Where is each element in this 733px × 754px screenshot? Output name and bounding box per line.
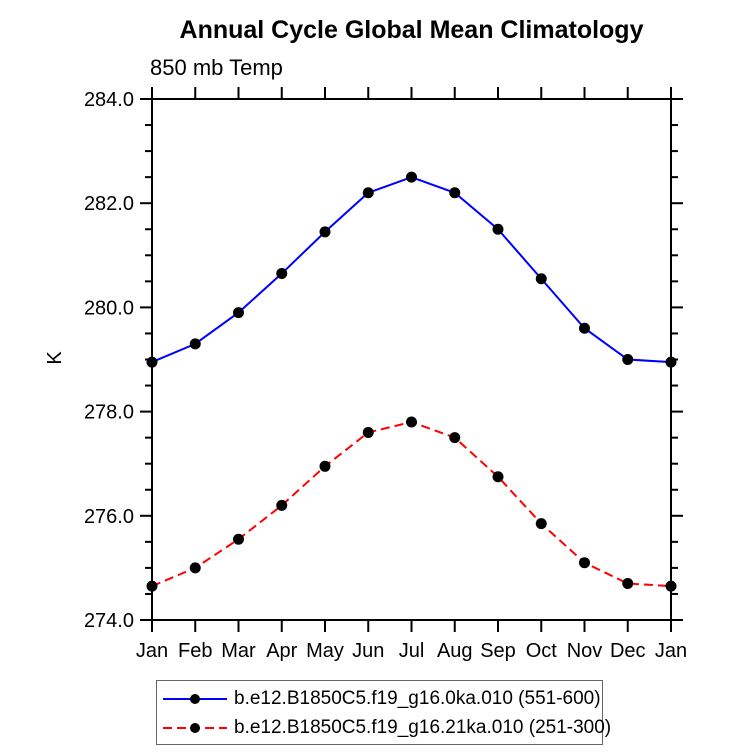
x-tick-label: Jan (655, 640, 687, 662)
legend-marker-dot (190, 722, 200, 733)
x-tick-label: Jun (352, 640, 384, 662)
data-point-marker (535, 273, 547, 285)
data-point-marker (579, 557, 590, 569)
y-tick-label: 280.0 (84, 297, 134, 319)
y-tick-label: 284.0 (84, 89, 134, 111)
data-point-marker (189, 338, 201, 350)
legend-line-sample-dashed (163, 722, 227, 733)
x-tick-label: Jan (136, 640, 168, 662)
x-tick-label: Sep (480, 640, 516, 662)
y-tick-label: 274.0 (84, 610, 134, 632)
data-point-marker (146, 356, 158, 368)
data-point-marker (276, 268, 288, 280)
data-point-marker (406, 171, 417, 183)
data-point-marker (319, 226, 331, 238)
data-point-marker (665, 580, 677, 592)
data-point-marker (622, 354, 634, 365)
chart-subtitle: 850 mb Temp (150, 55, 283, 80)
data-point-marker (492, 471, 504, 483)
legend-item: b.e12.B1850C5.f19_g16.21ka.010 (251-300) (161, 713, 611, 742)
x-tick-label: Apr (266, 640, 297, 662)
y-tick-label: 276.0 (84, 506, 134, 528)
data-point-marker (319, 460, 331, 472)
data-point-marker (449, 432, 461, 444)
data-point-marker (189, 562, 201, 574)
data-point-marker (492, 223, 504, 235)
legend-marker-dot (190, 693, 200, 704)
series-line-1 (151, 420, 672, 588)
data-point-marker (362, 426, 374, 438)
x-tick-label: Nov (567, 640, 603, 662)
x-tick-label: Feb (178, 640, 212, 662)
x-tick-label: Dec (610, 640, 646, 662)
data-point-marker (146, 580, 158, 592)
x-tick-label: Mar (221, 640, 256, 662)
data-point-marker (276, 499, 288, 511)
data-point-marker (233, 307, 244, 319)
x-tick-label: Oct (526, 640, 558, 662)
legend-label: b.e12.B1850C5.f19_g16.0ka.010 (551-600) (234, 687, 601, 709)
legend-line-sample-solid (163, 693, 227, 704)
x-tick-label: Aug (437, 640, 473, 662)
y-tick-label: 282.0 (84, 193, 134, 215)
x-tick-label: May (306, 640, 344, 662)
legend-label: b.e12.B1850C5.f19_g16.21ka.010 (251-300) (234, 716, 612, 738)
legend-item: b.e12.B1850C5.f19_g16.0ka.010 (551-600) (161, 684, 602, 713)
data-point-marker (665, 356, 677, 368)
data-point-marker (622, 578, 634, 590)
data-point-marker (233, 533, 244, 545)
data-point-marker (449, 187, 461, 199)
legend: b.e12.B1850C5.f19_g16.0ka.010 (551-600) … (156, 680, 611, 745)
x-tick-label: Jul (399, 640, 425, 662)
data-point-marker (406, 416, 417, 428)
data-point-marker (362, 187, 374, 199)
data-point-marker (535, 518, 547, 530)
data-point-marker (579, 322, 590, 334)
series-line-0 (151, 176, 672, 364)
chart-title: Annual Cycle Global Mean Climatology (179, 16, 644, 44)
y-tick-label: 278.0 (84, 402, 134, 424)
